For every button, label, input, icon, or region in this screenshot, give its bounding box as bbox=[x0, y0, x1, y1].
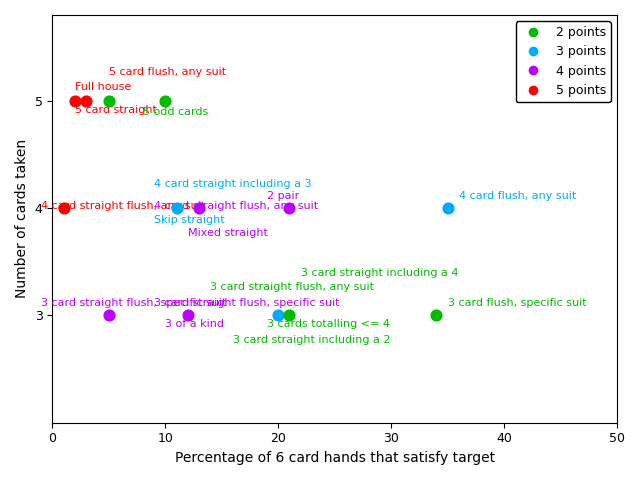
Point bbox=[70, 97, 80, 105]
Text: 4 card straight flush, any suit: 4 card straight flush, any suit bbox=[41, 201, 205, 211]
Text: Skip straight: Skip straight bbox=[154, 216, 225, 225]
X-axis label: Percentage of 6 card hands that satisfy target: Percentage of 6 card hands that satisfy … bbox=[175, 451, 495, 465]
Text: 3 card straight including a 2: 3 card straight including a 2 bbox=[233, 336, 390, 346]
Point bbox=[194, 204, 204, 212]
Legend: 2 points, 3 points, 4 points, 5 points: 2 points, 3 points, 4 points, 5 points bbox=[515, 21, 611, 102]
Point bbox=[284, 312, 294, 319]
Text: 2 pair: 2 pair bbox=[267, 191, 299, 201]
Point bbox=[160, 97, 170, 105]
Text: 3 card flush, specific suit: 3 card flush, specific suit bbox=[447, 298, 586, 308]
Point bbox=[104, 97, 114, 105]
Y-axis label: Number of cards taken: Number of cards taken bbox=[15, 139, 29, 299]
Text: 5 card straight: 5 card straight bbox=[75, 105, 157, 115]
Text: 3 card straight including a 4: 3 card straight including a 4 bbox=[301, 268, 458, 278]
Text: 4 card straight including a 3: 4 card straight including a 3 bbox=[154, 179, 312, 189]
Point bbox=[81, 97, 92, 105]
Point bbox=[58, 204, 68, 212]
Point bbox=[431, 312, 442, 319]
Text: 3 card straight flush, specific suit: 3 card straight flush, specific suit bbox=[154, 298, 339, 308]
Point bbox=[104, 312, 114, 319]
Text: 5 odd cards: 5 odd cards bbox=[143, 107, 208, 117]
Point bbox=[172, 204, 182, 212]
Text: 3 card straight flush, specific suit: 3 card straight flush, specific suit bbox=[41, 298, 227, 308]
Text: 3 cards totalling <= 4: 3 cards totalling <= 4 bbox=[267, 319, 390, 329]
Point bbox=[273, 312, 284, 319]
Text: 3 of a kind: 3 of a kind bbox=[165, 319, 224, 329]
Text: Mixed straight: Mixed straight bbox=[188, 228, 268, 238]
Point bbox=[182, 312, 193, 319]
Text: 5 card flush, any suit: 5 card flush, any suit bbox=[109, 67, 226, 77]
Text: 3 card straight flush, any suit: 3 card straight flush, any suit bbox=[211, 282, 374, 292]
Text: 4 card straight flush, any suit: 4 card straight flush, any suit bbox=[154, 201, 318, 211]
Text: Full house: Full house bbox=[75, 82, 131, 92]
Point bbox=[284, 204, 294, 212]
Point bbox=[442, 204, 452, 212]
Text: 4 card flush, any suit: 4 card flush, any suit bbox=[459, 191, 576, 201]
